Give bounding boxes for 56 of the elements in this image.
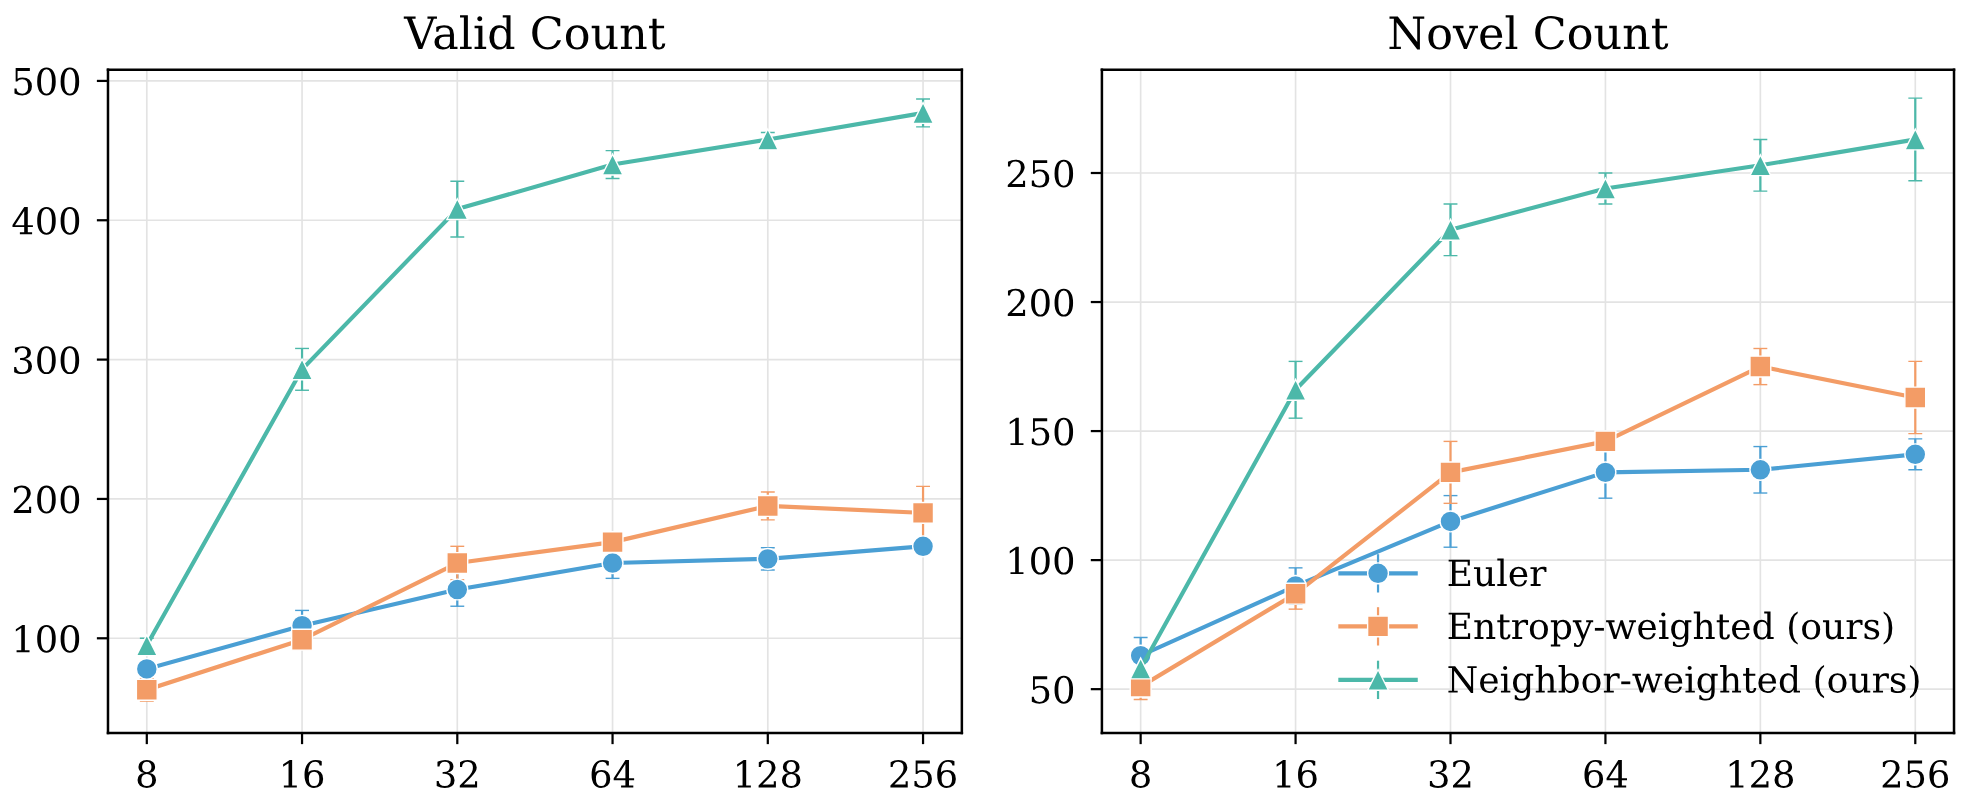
point [135,657,158,681]
point [911,535,935,558]
x-tick-label: 32 [1429,760,1471,788]
x-tick-label: 64 [1584,760,1627,788]
point [446,578,469,601]
point [1594,430,1617,453]
chart-title: Valid Count [403,15,666,50]
y-tick-label: 50 [1031,675,1074,704]
point [1749,458,1772,481]
y-tick-label: 200 [1007,288,1074,317]
point [446,551,469,575]
point [1749,355,1772,378]
point [1129,657,1152,680]
point [1594,177,1617,200]
x-tick-label: 64 [591,760,635,788]
point [135,634,158,657]
legend-label: Euler [1448,558,1547,587]
point [601,531,624,554]
point [446,198,469,221]
y-tick-label: 100 [1009,546,1074,575]
point [1594,461,1617,484]
point [1284,582,1307,605]
point [756,128,779,151]
x-tick-label: 16 [1276,760,1317,788]
point [911,101,935,125]
x-tick-label: 32 [436,760,478,788]
point [290,358,314,381]
x-tick-label: 128 [1729,760,1793,788]
point [1904,128,1927,151]
point [756,494,779,518]
point [1749,154,1772,177]
legend-label: Neighbor-weighted (ours) [1448,665,1919,701]
x-tick-label: 8 [137,760,157,788]
y-tick-label: 100 [15,624,80,653]
point [1284,378,1307,401]
point [290,628,314,651]
chart-title: Novel Count [1389,15,1669,50]
point [601,551,624,575]
y-tick-label: 200 [13,485,80,514]
y-tick-label: 300 [14,346,80,375]
x-tick-label: 16 [283,760,324,788]
point [1439,510,1462,533]
y-tick-label: 400 [12,206,80,235]
y-tick-label: 150 [1009,417,1074,446]
y-tick-label: 250 [1007,159,1074,188]
point [1904,443,1927,466]
x-tick-label: 8 [1131,760,1150,788]
point [911,501,935,524]
point [1904,386,1927,409]
legend-label: Entropy-weighted (ours) [1448,611,1893,648]
x-tick-label: 128 [737,760,801,788]
y-tick-label: 500 [14,67,80,96]
x-tick-label: 256 [1882,760,1949,788]
point [1439,218,1462,241]
x-tick-label: 256 [890,760,956,788]
point [1439,461,1462,484]
